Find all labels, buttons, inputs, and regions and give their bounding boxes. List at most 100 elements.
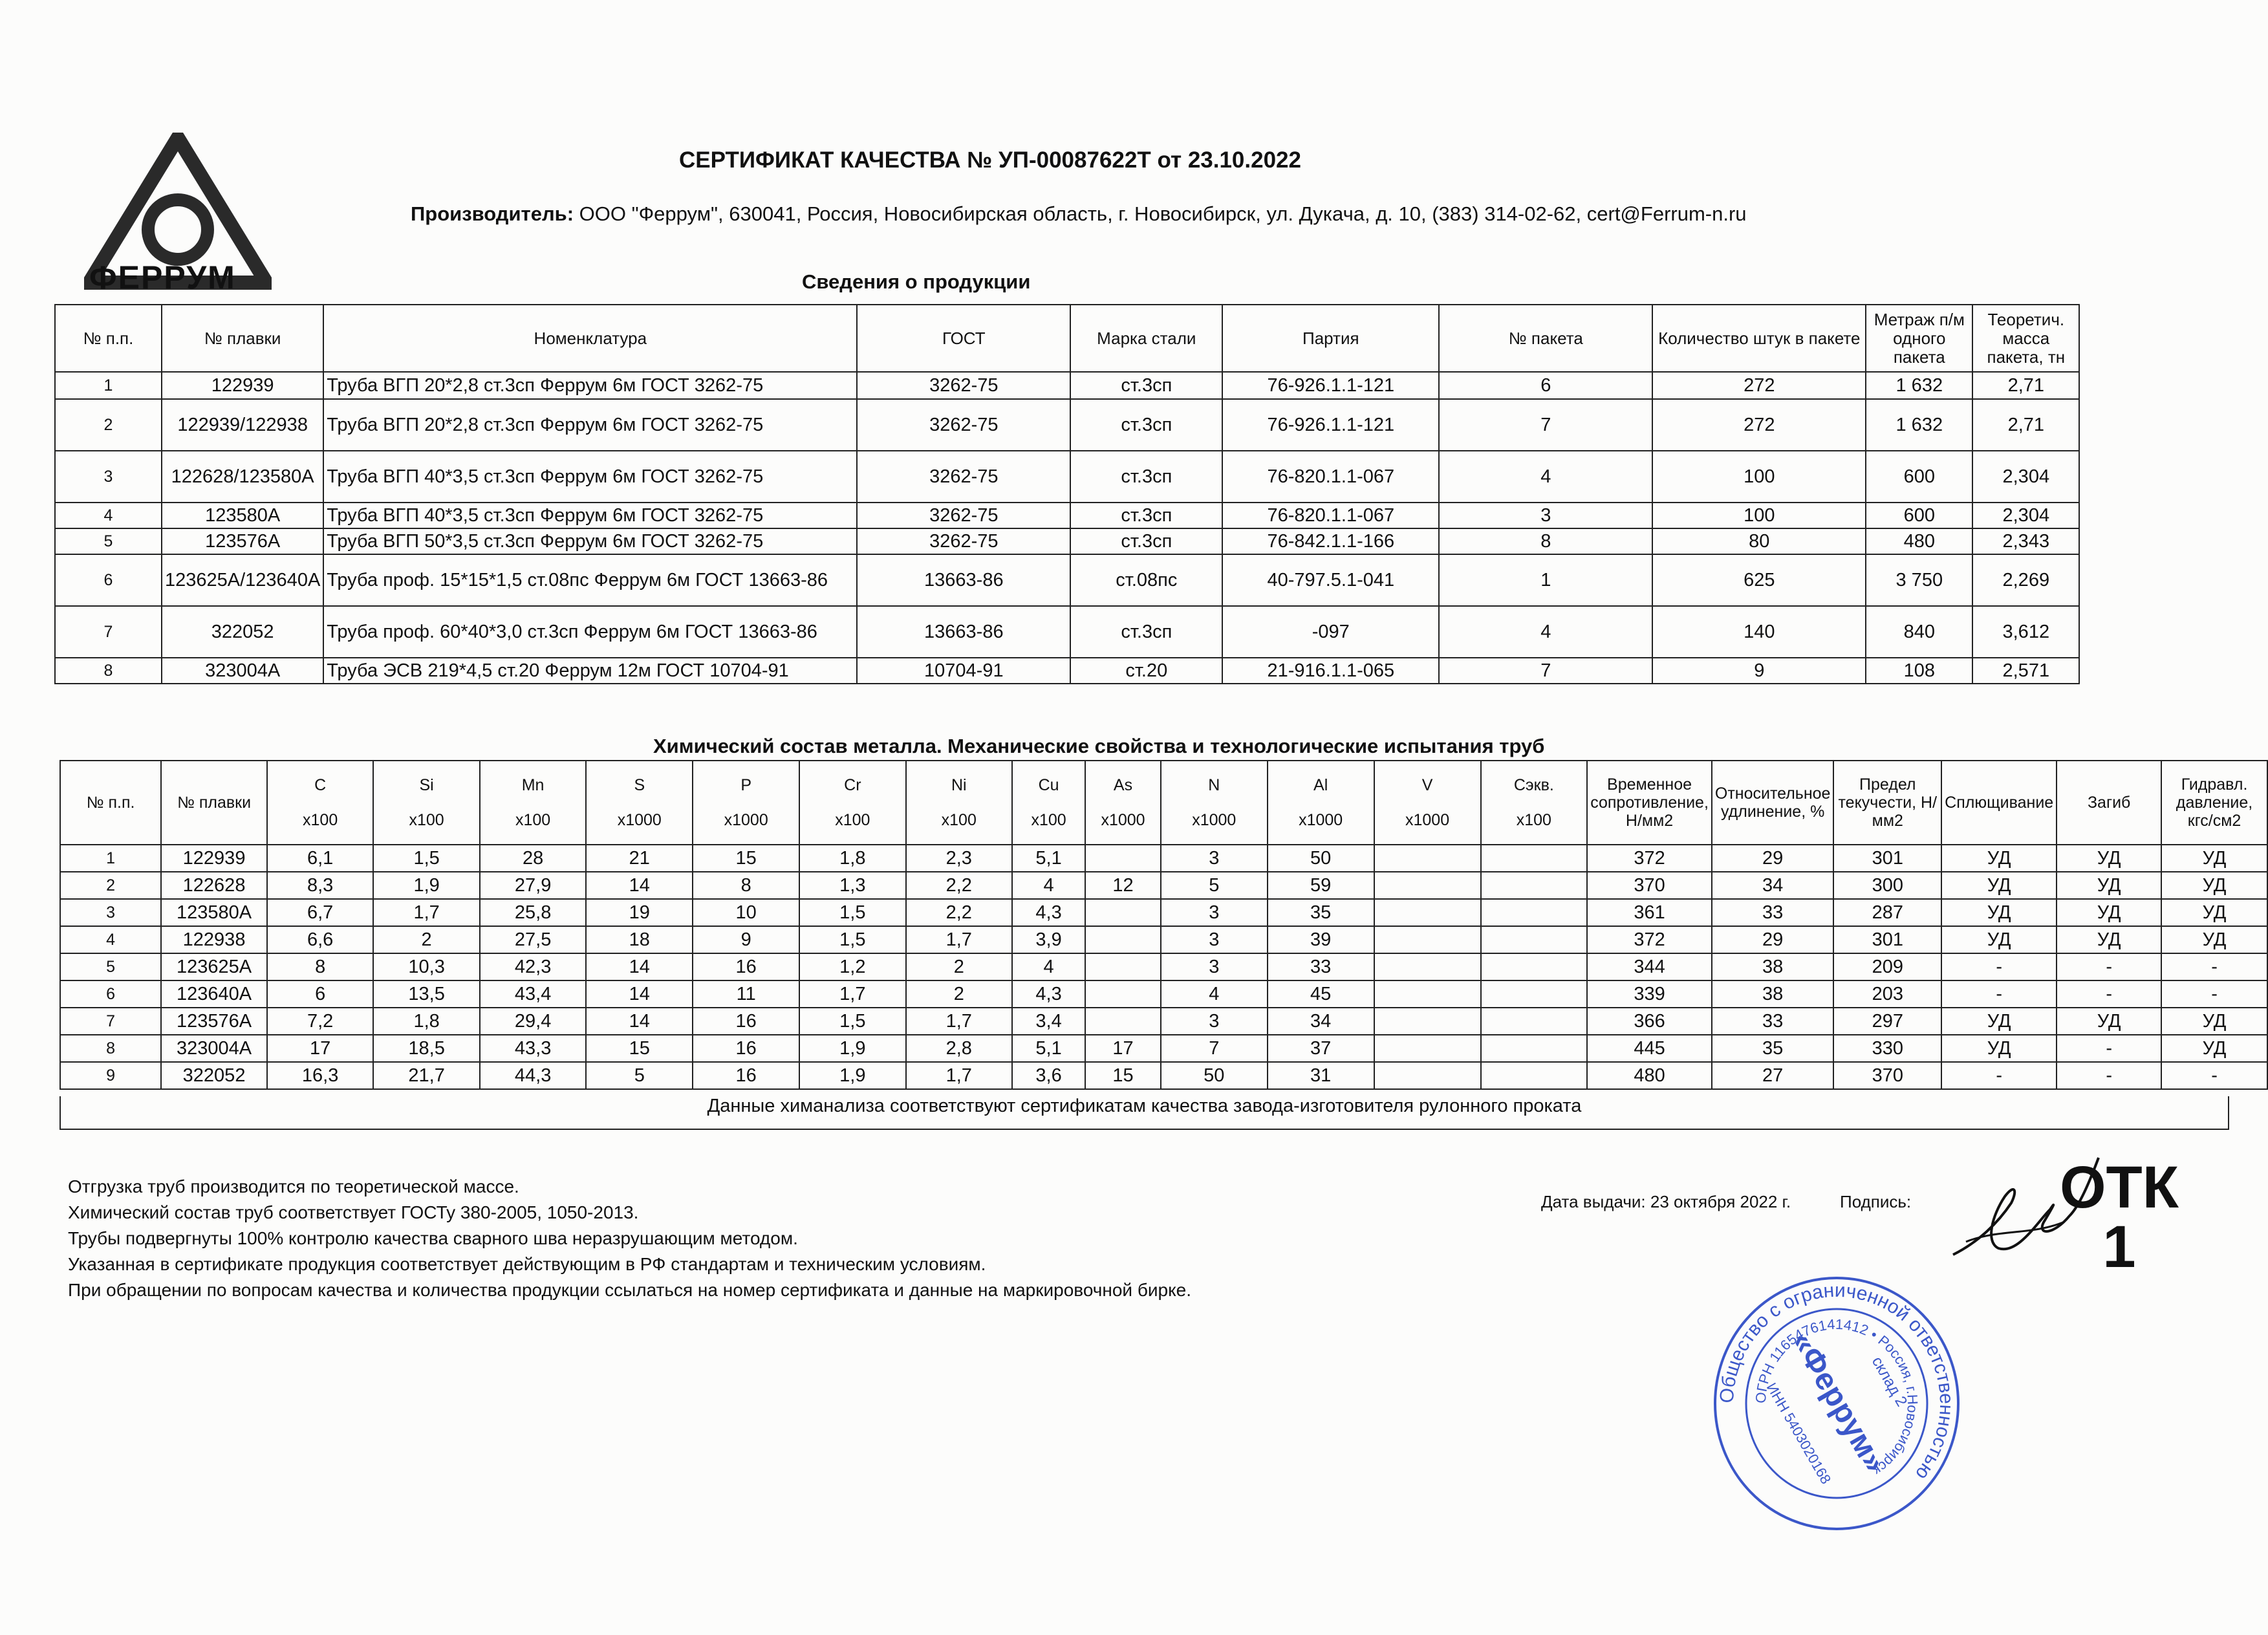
table-row: 4 123580А Труба ВГП 40*3,5 ст.3сп Феррум 6…	[54, 502, 2080, 529]
table-cell: 1,7	[799, 980, 907, 1008]
table-cell: 2,343	[1972, 528, 2080, 555]
col-header: № плавки	[160, 760, 268, 845]
table-cell: 1 632	[1865, 371, 1974, 400]
table-cell	[1480, 1034, 1588, 1063]
table-cell: -	[1941, 1061, 2058, 1090]
table-cell: 8,3	[266, 871, 374, 900]
table-cell: 3 750	[1865, 554, 1974, 607]
table-cell: УД	[2056, 898, 2163, 927]
element-unit: х100	[941, 811, 977, 829]
table-row: 8 323004А 17 18,5 43,3 15 16 1,9 2,8 5,1 17 7 37 445 3…	[59, 1034, 2268, 1063]
logo-text: ФЕРРУМ	[89, 259, 236, 296]
table-cell: 17	[266, 1034, 374, 1063]
table-cell	[1085, 980, 1161, 1008]
table-cell: 1,7	[905, 1061, 1013, 1090]
table-cell: УД	[2161, 1034, 2268, 1063]
table-cell: Труба ВГП 20*2,8 ст.3сп Феррум 6м ГОСТ 3…	[323, 398, 858, 451]
table-cell: 27	[1711, 1061, 1835, 1090]
table-cell: 8	[54, 657, 162, 684]
table-cell: УД	[2056, 844, 2163, 872]
element-header: Cr х100	[799, 760, 907, 845]
table-cell: 10704-91	[856, 657, 1072, 684]
table-cell: 27,9	[479, 871, 587, 900]
table-cell: 80	[1652, 528, 1867, 555]
ferrum-logo-icon	[84, 133, 272, 290]
element-unit: х100	[1031, 811, 1066, 829]
table-cell: -	[2161, 953, 2268, 981]
signature-label: Подпись:	[1840, 1192, 1912, 1211]
table-cell: Труба ВГП 20*2,8 ст.3сп Феррум 6м ГОСТ 3…	[323, 371, 858, 400]
table-cell: 1	[59, 844, 162, 872]
table-cell: 15	[585, 1034, 694, 1063]
table-cell: ст.08пс	[1070, 554, 1224, 607]
table-cell: 44,3	[479, 1061, 587, 1090]
note-line: При обращении по вопросам качества и кол…	[68, 1280, 1192, 1300]
producer-label: Производитель:	[411, 202, 574, 225]
table-row: 9 322052 16,3 21,7 44,3 5 16 1,9 1,7 3,6 15 50 31 480…	[59, 1061, 2268, 1090]
table-cell: 14	[585, 953, 694, 981]
table-cell: ст.3сп	[1070, 528, 1224, 555]
table-cell: 122939/122938	[160, 398, 325, 451]
table-cell: 28	[479, 844, 587, 872]
table-cell: 14	[585, 871, 694, 900]
element-unit: х100	[409, 811, 444, 829]
table-cell: 1,5	[799, 898, 907, 927]
table-cell: 45	[1266, 980, 1375, 1008]
col-header: Количество штук в пакете	[1652, 304, 1867, 373]
table-cell: 9	[692, 926, 801, 954]
table-cell: 100	[1652, 450, 1867, 503]
col-header: Партия	[1222, 304, 1440, 373]
table-cell: -	[1941, 980, 2058, 1008]
table-cell: ст.3сп	[1070, 371, 1224, 400]
table-row: 8 323004А Труба ЭСВ 219*4,5 ст.20 Феррум 1…	[54, 657, 2080, 684]
table-cell: 5	[59, 953, 162, 981]
table-cell: 16	[692, 1061, 801, 1090]
table-cell: 38	[1711, 953, 1835, 981]
table-cell: 5	[1160, 871, 1268, 900]
col-header: № п.п.	[59, 760, 162, 845]
mech-header: Гидравл. давление, кгс/см2	[2161, 760, 2268, 845]
table-cell: 10,3	[373, 953, 481, 981]
table-cell: -	[2161, 1061, 2268, 1090]
table-cell: 4	[59, 926, 162, 954]
table-cell: -	[2056, 953, 2163, 981]
col-header: № плавки	[160, 304, 325, 373]
table-cell: 323004А	[160, 1034, 268, 1063]
table-cell: УД	[2056, 871, 2163, 900]
element-name: Cu	[1038, 776, 1059, 794]
table-cell: 625	[1652, 554, 1867, 607]
element-name: Ni	[951, 776, 967, 794]
chemistry-heading: Химический состав металла. Механические …	[653, 735, 1545, 757]
table-cell	[1480, 926, 1588, 954]
table-cell: 1,9	[799, 1034, 907, 1063]
table-cell: 272	[1652, 371, 1867, 400]
table-cell: 339	[1586, 980, 1712, 1008]
table-row: 6 123640А 6 13,5 43,4 14 11 1,7 2 4,3 4 45 339 38 203-…	[59, 980, 2268, 1008]
table-cell: 2,304	[1972, 502, 2080, 529]
table-cell: 10	[692, 898, 801, 927]
table-cell: 840	[1865, 605, 1974, 658]
table-cell: -	[1941, 953, 2058, 981]
table-cell: 2,304	[1972, 450, 2080, 503]
table-cell: 4	[1160, 980, 1268, 1008]
table-cell: 8	[1438, 528, 1654, 555]
table-cell: 297	[1833, 1007, 1943, 1035]
table-cell: 2,2	[905, 871, 1013, 900]
table-cell: 50	[1266, 844, 1375, 872]
table-cell: 6,1	[266, 844, 374, 872]
table-cell: 2	[905, 953, 1013, 981]
table-cell: УД	[2161, 844, 2268, 872]
element-unit: х100	[515, 811, 551, 829]
table-cell: 17	[1085, 1034, 1161, 1063]
signature-image	[1952, 1157, 2100, 1256]
table-cell	[1373, 844, 1482, 872]
table-cell	[1085, 844, 1161, 872]
table-cell: -097	[1222, 605, 1440, 658]
table-cell: 5,1	[1011, 1034, 1086, 1063]
table-cell: 1,2	[799, 953, 907, 981]
products-header-row: № п.п. № плавки Номенклатура ГОСТ Марка …	[54, 304, 2080, 373]
table-cell: 3262-75	[856, 502, 1072, 529]
table-cell: 8	[59, 1034, 162, 1063]
table-cell: 13663-86	[856, 605, 1072, 658]
